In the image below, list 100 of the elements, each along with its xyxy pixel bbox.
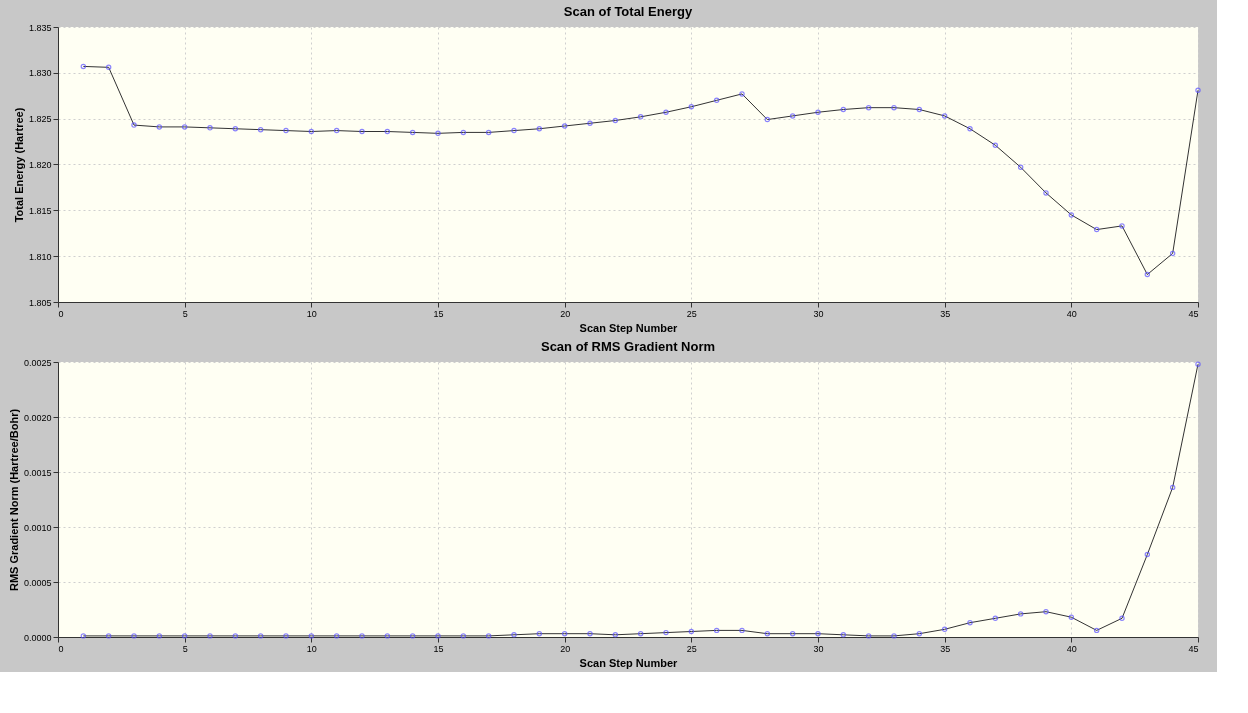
point bbox=[1093, 627, 1100, 634]
x-tick-label: 20 bbox=[560, 308, 571, 319]
y-tick-label: 0.0005 bbox=[23, 577, 52, 588]
x-tick-label: 30 bbox=[813, 643, 824, 654]
x-tick-label: 40 bbox=[1066, 643, 1077, 654]
point bbox=[207, 633, 213, 639]
x-tick-label: 10 bbox=[306, 308, 317, 319]
point bbox=[333, 127, 340, 134]
x-tick-label: 0 bbox=[58, 308, 64, 319]
point bbox=[308, 128, 315, 135]
y-tick-label: 1.805 bbox=[28, 297, 52, 308]
point bbox=[1068, 614, 1075, 620]
point bbox=[232, 126, 239, 132]
x-tick-label: 25 bbox=[686, 643, 697, 654]
point bbox=[1017, 611, 1024, 617]
y-tick-label: 1.815 bbox=[28, 205, 52, 216]
point bbox=[764, 630, 771, 637]
point bbox=[789, 113, 796, 119]
point bbox=[891, 104, 897, 111]
x-axis-title: Scan Step Number bbox=[579, 321, 679, 334]
y-tick-label: 0.0000 bbox=[23, 632, 52, 643]
point bbox=[587, 630, 593, 637]
point bbox=[511, 127, 517, 134]
point bbox=[181, 633, 188, 639]
point bbox=[587, 120, 593, 126]
point bbox=[941, 626, 948, 633]
x-tick-label: 25 bbox=[686, 308, 697, 319]
point bbox=[840, 632, 847, 638]
point bbox=[1119, 223, 1125, 229]
point bbox=[257, 633, 264, 639]
y-tick-label: 0.0015 bbox=[23, 467, 52, 478]
point bbox=[1043, 608, 1049, 615]
point bbox=[688, 104, 695, 110]
point bbox=[1195, 361, 1201, 367]
point bbox=[840, 106, 847, 113]
chart-title: Scan of RMS Gradient Norm bbox=[540, 339, 716, 354]
point bbox=[485, 129, 492, 136]
point bbox=[1119, 615, 1125, 622]
point bbox=[1195, 87, 1201, 93]
point bbox=[916, 630, 923, 637]
point bbox=[257, 126, 264, 133]
point bbox=[865, 104, 872, 111]
y-tick-label: 1.830 bbox=[28, 68, 52, 79]
x-tick-label: 10 bbox=[306, 643, 317, 654]
point bbox=[561, 123, 568, 129]
y-tick-label: 0.0025 bbox=[23, 357, 52, 368]
point bbox=[1144, 551, 1151, 558]
point bbox=[283, 633, 289, 639]
y-tick-label: 1.810 bbox=[28, 251, 52, 262]
point bbox=[739, 91, 745, 97]
point bbox=[561, 630, 568, 637]
point bbox=[435, 633, 441, 639]
x-tick-label: 30 bbox=[813, 308, 824, 319]
point bbox=[891, 633, 897, 639]
point bbox=[131, 633, 137, 639]
chart-title: Scan of Total Energy bbox=[563, 4, 693, 19]
point bbox=[359, 633, 365, 639]
point bbox=[815, 630, 821, 637]
x-tick-label: 5 bbox=[182, 308, 188, 319]
y-axis-title: RMS Gradient Norm (Hartree/Bohr) bbox=[7, 408, 20, 592]
y-tick-label: 0.0020 bbox=[23, 412, 52, 423]
point bbox=[409, 633, 416, 639]
x-tick-label: 0 bbox=[58, 643, 64, 654]
point bbox=[1068, 212, 1075, 218]
y-tick-label: 0.0010 bbox=[23, 522, 52, 533]
point bbox=[460, 129, 467, 136]
x-tick-label: 20 bbox=[560, 643, 571, 654]
point bbox=[409, 129, 416, 136]
point bbox=[156, 124, 163, 130]
point bbox=[637, 114, 644, 120]
point bbox=[1169, 250, 1176, 257]
point bbox=[789, 630, 796, 637]
x-tick-label: 35 bbox=[940, 643, 951, 654]
point bbox=[713, 97, 720, 104]
x-tick-label: 15 bbox=[433, 643, 444, 654]
point bbox=[333, 633, 340, 639]
x-tick-label: 40 bbox=[1066, 308, 1077, 319]
y-tick-label: 1.825 bbox=[28, 114, 52, 125]
point bbox=[688, 628, 695, 635]
point bbox=[815, 109, 821, 115]
point bbox=[1093, 226, 1100, 233]
point bbox=[916, 106, 923, 113]
point bbox=[384, 128, 391, 135]
point bbox=[764, 116, 771, 123]
point bbox=[156, 633, 163, 639]
point bbox=[1169, 484, 1176, 491]
y-tick-label: 1.820 bbox=[28, 160, 52, 170]
point bbox=[308, 633, 315, 639]
point bbox=[536, 126, 543, 132]
point bbox=[536, 630, 543, 637]
point bbox=[131, 122, 137, 128]
point bbox=[1043, 190, 1049, 196]
point bbox=[992, 142, 999, 148]
x-tick-label: 5 bbox=[182, 643, 188, 654]
point bbox=[207, 125, 213, 131]
x-tick-label: 45 bbox=[1188, 643, 1199, 654]
point bbox=[941, 113, 948, 119]
point bbox=[232, 633, 239, 639]
point bbox=[1144, 271, 1151, 278]
x-tick-label: 45 bbox=[1188, 308, 1199, 319]
